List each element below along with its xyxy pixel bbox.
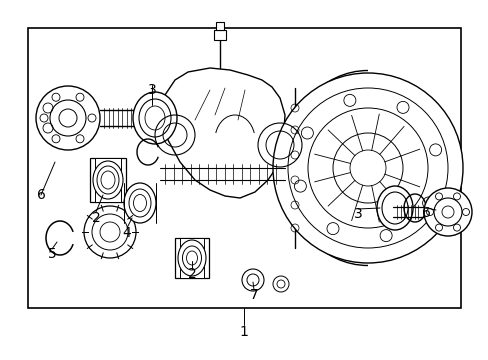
Text: 2: 2 <box>91 211 100 225</box>
Circle shape <box>272 276 288 292</box>
Ellipse shape <box>93 161 123 199</box>
Text: 6: 6 <box>37 188 45 202</box>
Bar <box>180 238 203 278</box>
Circle shape <box>242 269 264 291</box>
Text: 6: 6 <box>421 206 429 220</box>
Bar <box>214 30 225 40</box>
Circle shape <box>84 206 136 258</box>
Bar <box>216 22 224 30</box>
Bar <box>90 158 126 202</box>
Text: 2: 2 <box>187 267 196 281</box>
Text: 7: 7 <box>249 288 258 302</box>
Circle shape <box>423 188 471 236</box>
Bar <box>175 238 208 278</box>
Polygon shape <box>163 68 285 198</box>
Ellipse shape <box>178 240 205 276</box>
Text: 1: 1 <box>239 325 248 339</box>
Ellipse shape <box>376 186 412 230</box>
Text: 3: 3 <box>147 83 156 97</box>
Ellipse shape <box>124 183 156 223</box>
Circle shape <box>36 86 100 150</box>
Text: 5: 5 <box>47 247 56 261</box>
Circle shape <box>272 73 462 263</box>
Text: 3: 3 <box>353 207 362 221</box>
Text: 4: 4 <box>122 226 131 240</box>
Bar <box>95 158 121 202</box>
Ellipse shape <box>133 92 177 144</box>
Circle shape <box>150 110 165 126</box>
Bar <box>28 28 460 308</box>
